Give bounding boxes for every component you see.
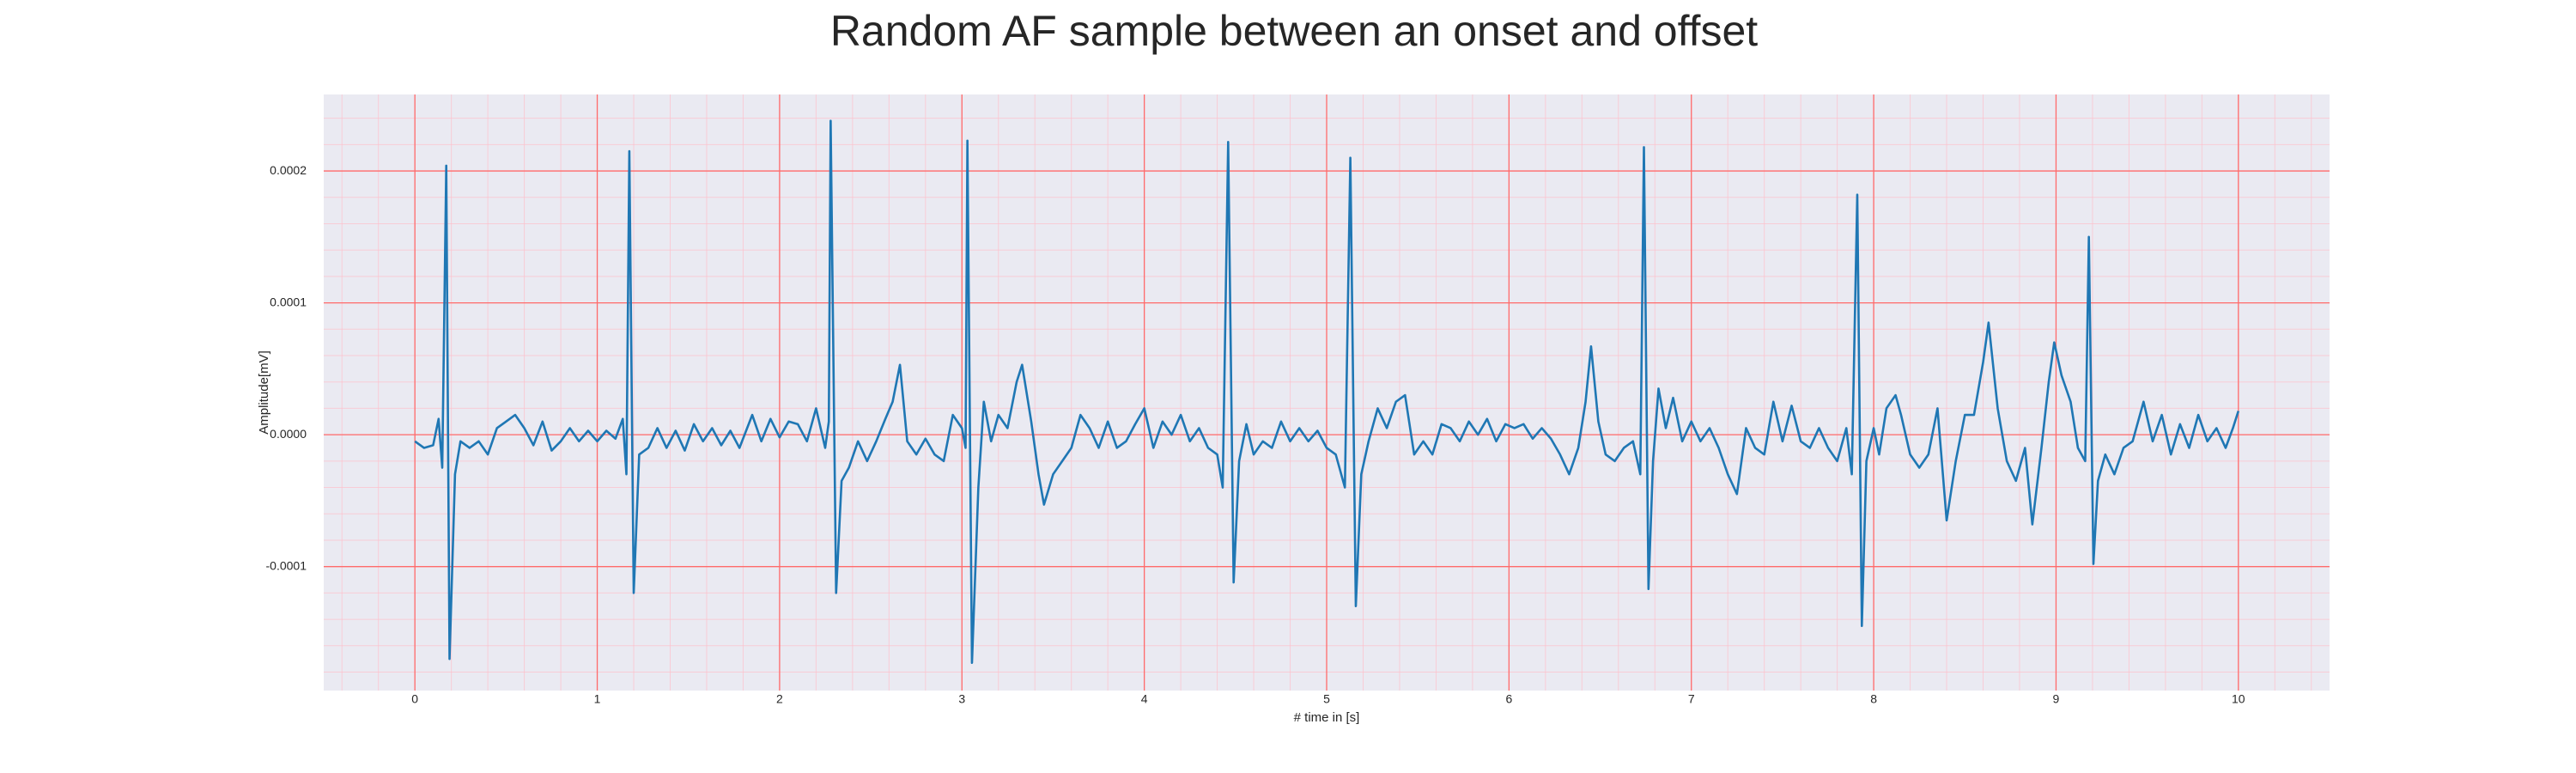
chart-title: Random AF sample between an onset and of… [830, 7, 1758, 55]
y-tick-label: -0.0001 [266, 558, 307, 572]
x-tick-label: 0 [411, 692, 418, 706]
grid [324, 94, 2330, 691]
x-tick-label: 3 [958, 692, 965, 706]
x-tick-label: 10 [2232, 692, 2245, 706]
marks [414, 119, 2240, 665]
x-tick-label: 4 [1141, 692, 1148, 706]
y-tick-label: 0.0000 [270, 427, 307, 441]
x-tick-label: 1 [594, 692, 601, 706]
x-tick-label: 7 [1688, 692, 1695, 706]
x-tick-label: 8 [1870, 692, 1877, 706]
x-tick-label: 5 [1323, 692, 1330, 706]
y-tick-label: 0.0002 [270, 163, 307, 177]
y-tick-label: 0.0001 [270, 295, 307, 308]
x-tick-label: 2 [776, 692, 783, 706]
signal-line [414, 119, 2240, 665]
y-axis-label: Amplitude[mV] [257, 350, 271, 435]
x-tick-label: 9 [2053, 692, 2060, 706]
x-tick-label: 6 [1505, 692, 1512, 706]
x-axis-label: # time in [s] [1294, 710, 1360, 725]
